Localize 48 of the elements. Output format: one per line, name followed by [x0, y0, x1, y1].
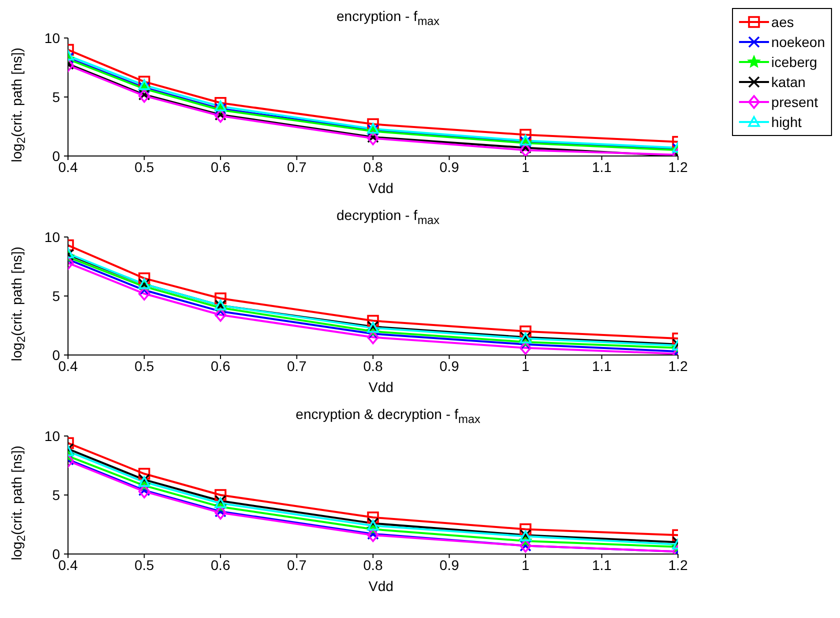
x-tick-label: 0.6 — [210, 158, 230, 175]
x-tick-label: 0.8 — [363, 556, 383, 573]
x-tick-label: 0.9 — [440, 158, 460, 175]
x-tick-label: 0.7 — [287, 358, 307, 374]
x-tick-label: 0.4 — [58, 556, 78, 573]
x-tick-label: 0.9 — [440, 556, 460, 573]
chart-title: encryption - f$_{max}$ — [336, 8, 440, 30]
legend-label: present — [771, 94, 818, 110]
x-tick-label: 0.6 — [210, 358, 230, 374]
x-tick-label: 0.7 — [287, 158, 307, 175]
y-tick-label: 0 — [52, 148, 60, 164]
y-tick-label: 0 — [52, 546, 60, 562]
legend-label: noekeon — [771, 34, 825, 50]
x-tick-label: 0.6 — [210, 556, 230, 573]
x-tick-label: 1.1 — [592, 556, 612, 573]
x-tick-label: 1 — [522, 556, 530, 573]
y-tick-label: 0 — [52, 346, 60, 363]
x-tick-label: 1.2 — [668, 358, 688, 374]
x-tick-label: 0.4 — [58, 158, 78, 175]
x-tick-label: 0.8 — [363, 158, 383, 175]
y-tick-label: 5 — [52, 88, 60, 105]
x-axis-title: Vdd — [368, 180, 394, 196]
legend-label: hight — [771, 114, 802, 130]
x-tick-label: 0.9 — [440, 358, 460, 374]
y-tick-label: 5 — [52, 288, 60, 304]
x-tick-label: 0.4 — [58, 358, 78, 374]
x-tick-label: 0.5 — [134, 358, 154, 374]
x-tick-label: 1 — [522, 158, 530, 175]
x-tick-label: 0.5 — [134, 158, 154, 175]
x-axis-title: Vdd — [368, 379, 394, 395]
y-tick-label: 10 — [44, 428, 60, 444]
x-tick-label: 0.8 — [363, 358, 383, 374]
legend-label: iceberg — [771, 54, 818, 70]
x-tick-label: 1.2 — [668, 158, 688, 175]
x-tick-label: 1.1 — [592, 158, 612, 175]
x-tick-label: 0.7 — [287, 556, 307, 573]
chart-title: encryption & decryption - f$_{max}$ — [294, 406, 482, 428]
x-tick-label: 1.2 — [668, 556, 688, 573]
legend-label: aes — [771, 14, 794, 30]
chart-title: decryption - f$_{max}$ — [336, 207, 440, 229]
legend-label: katan — [771, 74, 806, 90]
x-tick-label: 1.1 — [592, 358, 612, 374]
x-tick-label: 1 — [522, 358, 530, 374]
y-tick-label: 10 — [44, 30, 60, 46]
y-tick-label: 5 — [52, 486, 60, 503]
x-tick-label: 0.5 — [134, 556, 154, 573]
y-tick-label: 10 — [44, 228, 60, 245]
x-axis-title: Vdd — [368, 578, 394, 594]
